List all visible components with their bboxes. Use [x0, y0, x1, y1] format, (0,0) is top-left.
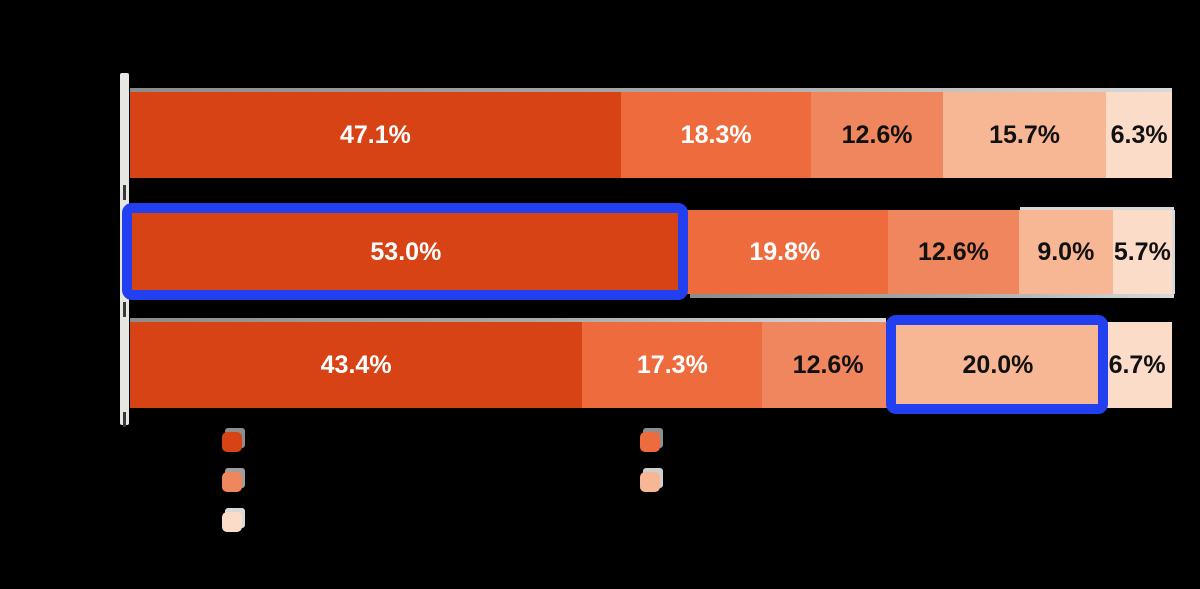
legend-swatch[interactable] — [222, 432, 242, 452]
legend-swatch[interactable] — [222, 512, 242, 532]
bar-row-2: 53.0% 19.8% 12.6% 9.0% 5.7% — [130, 210, 1172, 294]
highlight-box-53.0 — [122, 203, 688, 300]
axis-tick — [123, 412, 126, 427]
bar-row-3: 43.4% 17.3% 12.6% 20.0% 6.7% — [130, 322, 1172, 408]
bar-segment[interactable]: 5.7% — [1112, 210, 1172, 294]
bar2-bottom-edge-artifact — [690, 294, 1174, 298]
bar2-right-edge-artifact — [1172, 210, 1175, 294]
legend-swatch[interactable] — [222, 472, 242, 492]
bar3-top-edge-artifact — [130, 318, 886, 322]
bar-segment[interactable]: 18.3% — [620, 92, 812, 178]
bar-segment[interactable]: 12.6% — [811, 92, 943, 178]
bar-segment[interactable]: 17.3% — [582, 322, 763, 408]
axis-tick — [123, 302, 126, 317]
bar-segment[interactable]: 12.6% — [887, 210, 1019, 294]
legend-swatch[interactable] — [640, 432, 660, 452]
legend-swatch[interactable] — [640, 472, 660, 492]
bar-segment[interactable]: 6.3% — [1106, 92, 1172, 178]
bar-segment[interactable]: 53.0% — [130, 210, 682, 294]
bar-segment[interactable]: 19.8% — [681, 210, 888, 294]
bar-segment[interactable]: 6.7% — [1102, 322, 1172, 408]
bar-row-1: 47.1% 18.3% 12.6% 15.7% 6.3% — [130, 92, 1172, 178]
bar-segment[interactable]: 43.4% — [130, 322, 583, 408]
bar1-top-edge-artifact — [130, 88, 1172, 92]
bar-segment[interactable]: 20.0% — [893, 322, 1103, 408]
axis-tick — [123, 185, 126, 200]
highlight-box-20.0 — [885, 315, 1109, 414]
bar2-top-right-edge-artifact — [1020, 207, 1174, 210]
bar-segment[interactable]: 12.6% — [762, 322, 894, 408]
bar-segment[interactable]: 47.1% — [130, 92, 621, 178]
bar-segment[interactable]: 15.7% — [942, 92, 1107, 178]
bar-segment[interactable]: 9.0% — [1018, 210, 1113, 294]
